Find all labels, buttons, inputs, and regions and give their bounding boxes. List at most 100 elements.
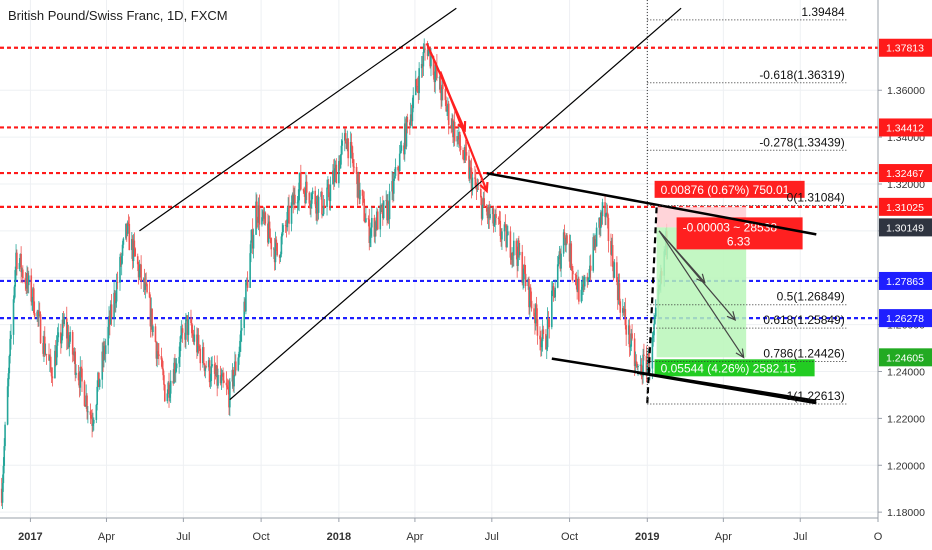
candle-body [491,208,494,215]
trendline [486,171,817,236]
candle-body [547,318,550,320]
candle-body [326,187,328,207]
candle-body [311,194,313,204]
current-price-label: 1.24605 [886,352,924,364]
candle-body [553,290,556,298]
projection-arrow-head [479,181,489,194]
candle-body [2,465,5,484]
candle-body [621,308,624,313]
candle-body [535,304,538,320]
candle-body [562,232,565,254]
candle-body [571,268,573,271]
candle-body [133,240,136,249]
candle-body [619,301,622,313]
candle-body [510,257,513,260]
candle-body [138,269,141,278]
candle-body [215,365,218,377]
level-price-label: 1.27863 [886,276,924,288]
candle-body [536,319,539,336]
candle-body [399,150,402,154]
candle-body [107,326,109,346]
candle-body [210,366,213,381]
price-tick-label: 1.18000 [887,507,925,519]
candle-body [290,202,293,224]
candle-body [516,255,518,266]
projection-arrow [658,230,745,358]
candle-body [409,114,412,126]
candle-body [323,206,326,208]
candle-body [391,181,393,192]
candle-body [611,245,614,267]
candle-body [589,265,591,278]
candle-body [139,264,142,270]
fib-label: 0.5(1.26849) [777,290,845,304]
candle-body [497,217,500,220]
candle-body [72,354,75,356]
candle-body [427,48,430,56]
candle-body [81,368,83,382]
info-label-bg [676,217,803,250]
candle-body [565,235,567,246]
candle-body [238,351,240,358]
candle-body [462,150,464,159]
candle-body [370,227,372,236]
candle-body [103,345,106,355]
candle-body [149,297,152,327]
candle-body [654,307,657,317]
candle-body [424,48,426,50]
candle-body [595,227,598,247]
candle-body [223,380,225,383]
candle-body [209,380,212,383]
candle-body [179,342,181,357]
candle-body [581,286,584,290]
candle-body [380,205,382,207]
candle-body [234,361,236,376]
candle-body [546,318,549,348]
candle-body [67,332,70,348]
candle-body [364,221,366,223]
candle-body [568,243,571,262]
candle-body [501,231,503,240]
candle-body [442,84,444,90]
candle-body [600,212,603,217]
candle-body [57,332,60,338]
candle-body [92,419,95,424]
candle-body [367,218,370,220]
candle-body [15,252,17,271]
candle-body [600,212,602,229]
reward-label-bg [654,359,815,377]
candle-body [343,133,346,141]
candle-body [570,243,573,269]
candle-body [262,211,265,219]
candle-body [613,262,616,278]
candle-body [631,333,633,339]
fib-label: 0(1.31084) [787,190,845,204]
candle-body [447,103,450,125]
candle-body [234,361,237,371]
candle-body [344,133,347,144]
candle-body [409,122,411,126]
candle-body [297,200,300,203]
candle-body [75,372,77,375]
candle-body [262,211,264,218]
candle-body [505,225,507,248]
candle-body [486,211,489,219]
candle-body [515,240,518,256]
trendline [139,7,457,232]
candle-body [85,395,87,407]
info-label: -0.00003 ~ 28538 [683,220,778,234]
candle-body [101,351,104,380]
candle-body [373,217,376,237]
candle-body [594,239,597,247]
candle-body [374,221,376,237]
candle-body [527,279,529,287]
candle-body [624,309,627,326]
candle-body [45,353,48,355]
candle-body [49,356,52,370]
candle-body [338,161,341,169]
info-label-2: 6.33 [727,234,751,248]
candle-body [65,318,68,339]
candle-body [457,136,459,140]
candle-body [450,124,453,129]
